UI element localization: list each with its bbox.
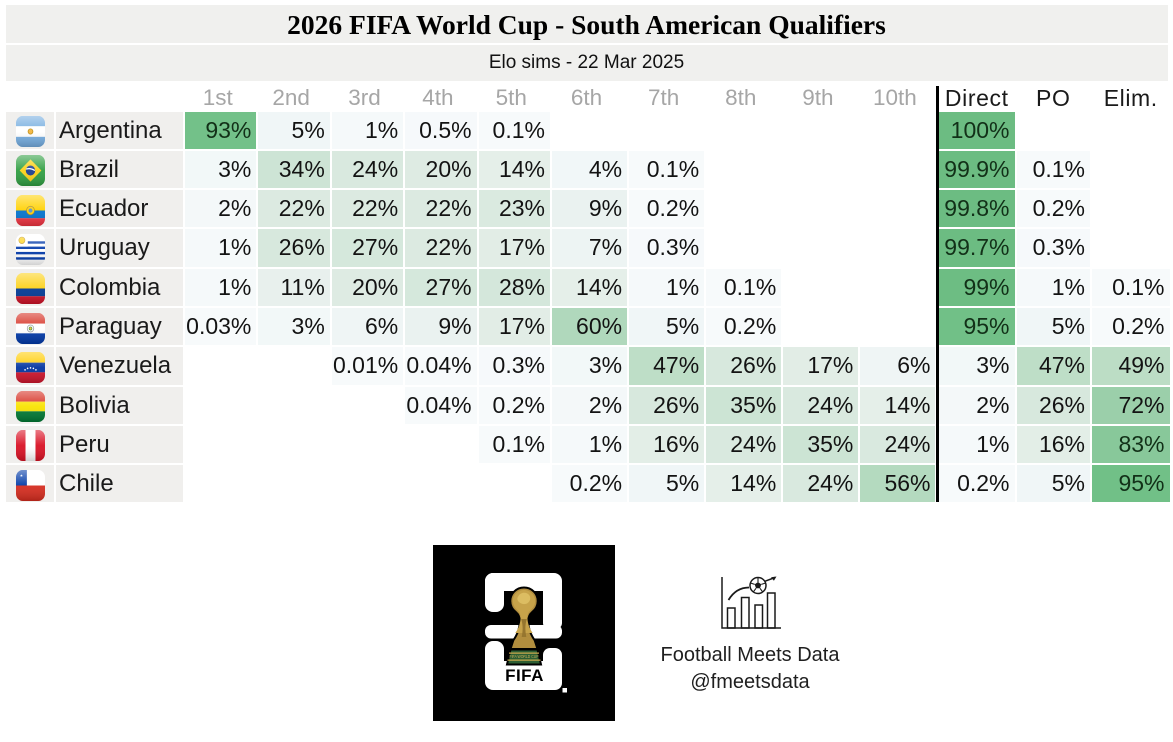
svg-text:FIFA: FIFA: [505, 666, 544, 685]
svg-text:FIFA WORLD CUP: FIFA WORLD CUP: [510, 654, 539, 659]
